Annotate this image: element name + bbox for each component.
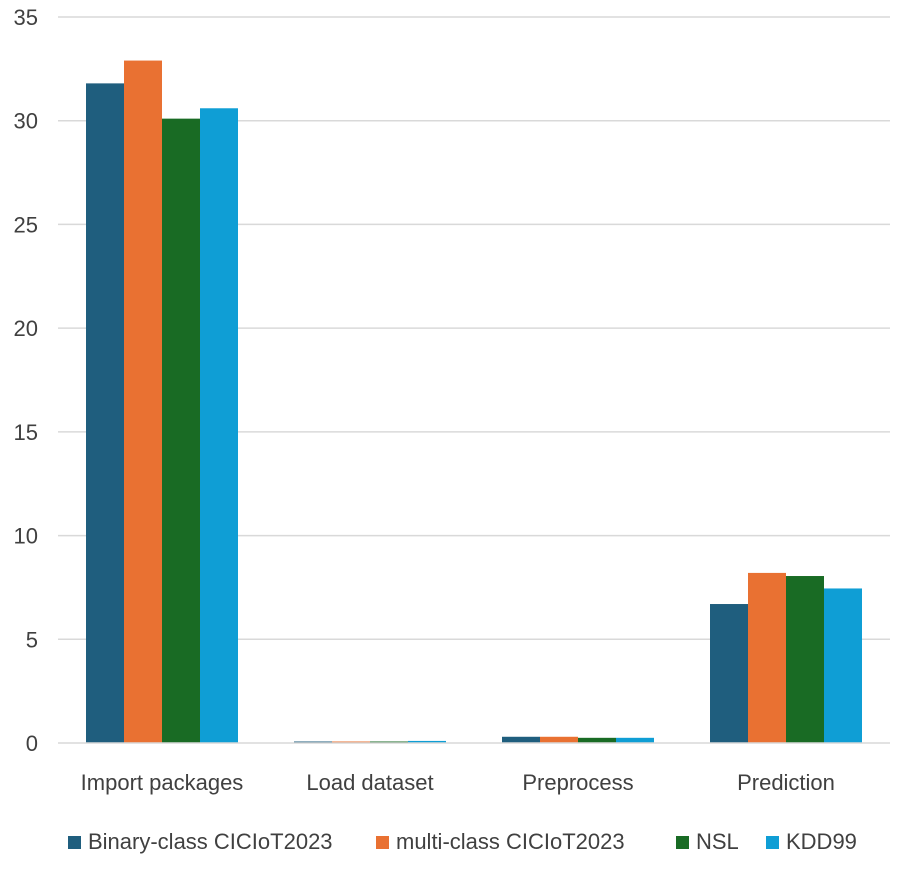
bar-load-dataset-kdd99 xyxy=(408,740,446,743)
bar-import-packages-binary-class-ciciot2023 xyxy=(86,83,124,744)
x-tick-label: Import packages xyxy=(81,770,244,795)
legend-label: Binary-class CICIoT2023 xyxy=(88,829,333,854)
y-tick-label: 25 xyxy=(14,212,38,237)
y-tick-label: 5 xyxy=(26,627,38,652)
legend-label: multi-class CICIoT2023 xyxy=(396,829,625,854)
legend-label: KDD99 xyxy=(786,829,857,854)
bar-import-packages-kdd99 xyxy=(200,108,238,744)
y-tick-label: 10 xyxy=(14,524,38,549)
legend-label: NSL xyxy=(696,829,739,854)
bar-preprocess-nsl xyxy=(578,737,616,743)
legend-swatch xyxy=(766,836,779,849)
bar-prediction-nsl xyxy=(786,576,824,743)
bar-import-packages-nsl xyxy=(162,118,200,743)
legend-swatch xyxy=(68,836,81,849)
legend-swatch xyxy=(676,836,689,849)
bar-prediction-multi-class-ciciot2023 xyxy=(748,572,786,743)
y-tick-label: 30 xyxy=(14,109,38,134)
y-axis-tick-labels: 0 5 10 15 20 25 30 35 xyxy=(14,5,38,756)
x-axis: Import packages Load dataset Preprocess Pre… xyxy=(58,742,890,795)
bar-prediction-binary-class-ciciot2023 xyxy=(710,604,748,743)
y-tick-label: 15 xyxy=(14,420,38,445)
legend-swatch xyxy=(376,836,389,849)
y-tick-label: 35 xyxy=(14,5,38,30)
legend: Binary-class CICIoT2023 multi-class CICIo… xyxy=(68,829,857,854)
x-tick-label: Prediction xyxy=(737,770,835,795)
bars xyxy=(86,60,862,744)
x-tick-label: Load dataset xyxy=(306,770,433,795)
y-tick-label: 0 xyxy=(26,731,38,756)
y-tick-label: 20 xyxy=(14,316,38,341)
bar-preprocess-binary-class-ciciot2023 xyxy=(502,736,540,743)
bar-preprocess-multi-class-ciciot2023 xyxy=(540,736,578,743)
bar-preprocess-kdd99 xyxy=(616,737,654,743)
x-tick-label: Preprocess xyxy=(522,770,633,795)
bar-import-packages-multi-class-ciciot2023 xyxy=(124,60,162,744)
bar-prediction-kdd99 xyxy=(824,588,862,743)
